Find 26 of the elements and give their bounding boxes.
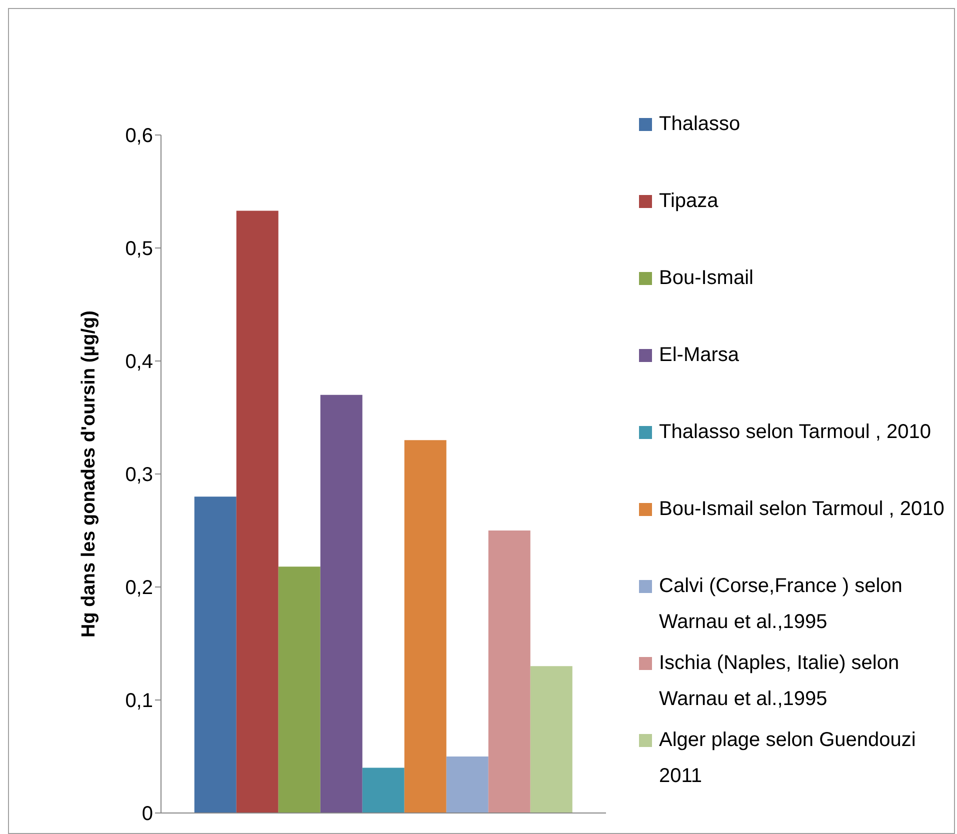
- y-tick-label: 0: [142, 803, 153, 826]
- bar: [488, 530, 530, 813]
- y-tick-label: 0,6: [125, 125, 153, 148]
- bar: [362, 768, 404, 813]
- legend-label: Alger plage selon Guendouzi 2011: [659, 728, 917, 789]
- bar: [194, 496, 236, 813]
- legend-label: Thalasso selon Tarmoul , 2010: [659, 420, 932, 445]
- legend-label: Tipaza: [659, 189, 720, 214]
- legend-label: Bou-Ismail: [659, 266, 754, 291]
- y-tick-label: 0,5: [125, 238, 153, 260]
- bar: [236, 210, 278, 813]
- bar: [278, 566, 320, 813]
- y-axis-title: Hg dans les gonades d'oursin (µg/g): [78, 310, 100, 638]
- bar: [404, 440, 446, 813]
- legend-label: Calvi (Corse,France ) selon Warnau et al.,1995: [659, 574, 904, 635]
- bar: [320, 394, 362, 813]
- legend-label: Thalasso: [659, 112, 742, 137]
- bar: [530, 666, 572, 813]
- bar: [446, 756, 488, 813]
- y-tick-label: 0,2: [125, 577, 153, 600]
- legend-label: Ischia (Naples, Italie) selon Warnau et al.,1995: [659, 651, 900, 712]
- y-tick-label: 0,1: [125, 690, 153, 712]
- y-tick-label: 0,4: [125, 351, 153, 374]
- legend-label: Bou-Ismail selon Tarmoul , 2010: [659, 497, 946, 522]
- y-tick-label: 0,3: [125, 464, 153, 486]
- legend-label: El-Marsa: [659, 343, 740, 368]
